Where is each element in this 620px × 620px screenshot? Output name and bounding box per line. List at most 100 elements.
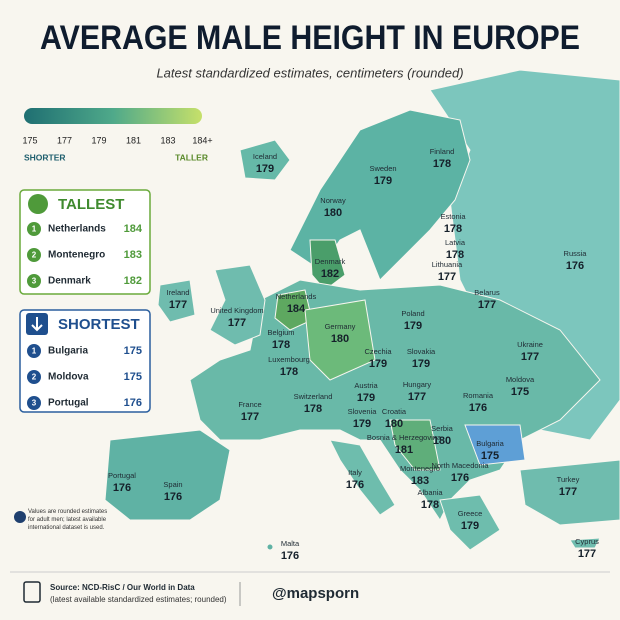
country-name: Greece — [458, 509, 483, 518]
country-name: Latvia — [445, 238, 466, 247]
rank-name: Bulgaria — [48, 346, 88, 357]
country-name: Italy — [348, 468, 362, 477]
country-value: 178 — [421, 499, 439, 511]
country-value: 176 — [164, 491, 182, 503]
rank-number: 2 — [32, 251, 37, 260]
note-box: Values are rounded estimates for adult m… — [28, 509, 108, 531]
country-value: 179 — [256, 163, 274, 175]
rank-badge — [27, 344, 41, 358]
country-value: 175 — [481, 450, 499, 462]
country-value: 184 — [287, 303, 306, 315]
country-name: Bosnia & Herzegovina — [367, 433, 442, 442]
land — [104, 69, 620, 551]
country-name: Slovakia — [407, 347, 436, 356]
country-name: Spain — [163, 480, 182, 489]
country-value: 176 — [566, 260, 584, 272]
shortest-title: SHORTEST — [58, 316, 140, 333]
country-name: Slovenia — [348, 407, 378, 416]
country-name: Ukraine — [517, 340, 543, 349]
country-name: Cyprus — [575, 537, 599, 546]
country-name: Sweden — [369, 164, 396, 173]
country-name: Lithuania — [432, 260, 463, 269]
country-name: Ireland — [167, 288, 190, 297]
country-value: 179 — [369, 358, 387, 370]
info-icon — [14, 511, 26, 523]
legend-gradient — [24, 108, 202, 124]
country-name: Estonia — [440, 212, 466, 221]
country-value: 177 — [438, 271, 456, 283]
handle: @mapsporn — [272, 585, 359, 602]
legend-tick: 177 — [57, 135, 72, 145]
source: Source: NCD-RisC / Our World in Data — [50, 583, 195, 592]
country-name: Czechia — [364, 347, 392, 356]
country-value: 176 — [346, 479, 364, 491]
legend-tick: 183 — [160, 135, 175, 145]
rank-badge — [27, 248, 41, 262]
rank-number: 2 — [32, 373, 37, 382]
country-value: 179 — [357, 392, 375, 404]
country-value: 178 — [444, 223, 462, 235]
country-value: 179 — [412, 358, 430, 370]
country-value: 177 — [169, 299, 187, 311]
rank-name: Portugal — [48, 398, 89, 409]
rank-badge — [27, 370, 41, 384]
rank-value: 176 — [124, 397, 142, 409]
country-value: 179 — [461, 520, 479, 532]
country-name: Switzerland — [294, 392, 333, 401]
country-name: Norway — [320, 196, 346, 205]
country-value: 182 — [321, 268, 339, 280]
country-name: France — [238, 400, 261, 409]
rank-badge — [27, 222, 41, 236]
country-value: 180 — [433, 435, 451, 447]
country-value: 183 — [411, 475, 429, 487]
country-name: Montenegro — [400, 464, 440, 473]
rank-value: 175 — [124, 371, 142, 383]
country-value: 177 — [578, 548, 596, 560]
country-value: 181 — [395, 444, 413, 456]
note: Values are rounded estimates for adult m… — [28, 509, 108, 531]
country-name: Denmark — [315, 257, 346, 266]
country-value: 176 — [113, 482, 131, 494]
rank-value: 175 — [124, 345, 142, 357]
country-value: 176 — [281, 550, 299, 562]
rank-value: 183 — [124, 249, 142, 261]
country-value: 179 — [374, 175, 392, 187]
country-value: 178 — [304, 403, 322, 415]
legend-low: SHORTER — [24, 152, 66, 162]
country-value: 178 — [446, 249, 464, 261]
country-name: Belgium — [267, 328, 294, 337]
shortest-panel — [19, 309, 151, 413]
legend-tick: 179 — [91, 135, 106, 145]
country-name: Austria — [354, 381, 378, 390]
rank-name: Denmark — [48, 276, 91, 287]
country-value: 177 — [559, 486, 577, 498]
country-value: 176 — [469, 402, 487, 414]
legend-tick: 184+ — [192, 135, 212, 145]
country-name: Iceland — [253, 152, 277, 161]
country-name: Albania — [417, 488, 443, 497]
legend-high: TALLER — [175, 152, 208, 162]
country-value: 178 — [280, 366, 298, 378]
country-name: Serbia — [431, 424, 454, 433]
rank-badge — [27, 274, 41, 288]
rank-name: Montenegro — [48, 250, 105, 261]
country-name: Hungary — [403, 380, 432, 389]
country-value: 176 — [451, 472, 469, 484]
rank-number: 3 — [32, 399, 37, 408]
trophy-icon — [28, 194, 48, 214]
rank-number: 1 — [32, 347, 37, 356]
country-value: 180 — [324, 207, 342, 219]
country-name: Bulgaria — [476, 439, 504, 448]
country-name: Romania — [463, 391, 494, 400]
tallest-title: TALLEST — [58, 196, 124, 213]
country-name: Croatia — [382, 407, 407, 416]
title: AVERAGE MALE HEIGHT IN EUROPE — [40, 19, 580, 57]
doc-icon — [23, 581, 41, 603]
country-value: 177 — [228, 317, 246, 329]
country-value: 177 — [478, 299, 496, 311]
legend-tick: 181 — [126, 135, 141, 145]
rank-name: Moldova — [48, 372, 89, 383]
rank-badge — [27, 396, 41, 410]
arrow-glyph — [31, 317, 43, 332]
